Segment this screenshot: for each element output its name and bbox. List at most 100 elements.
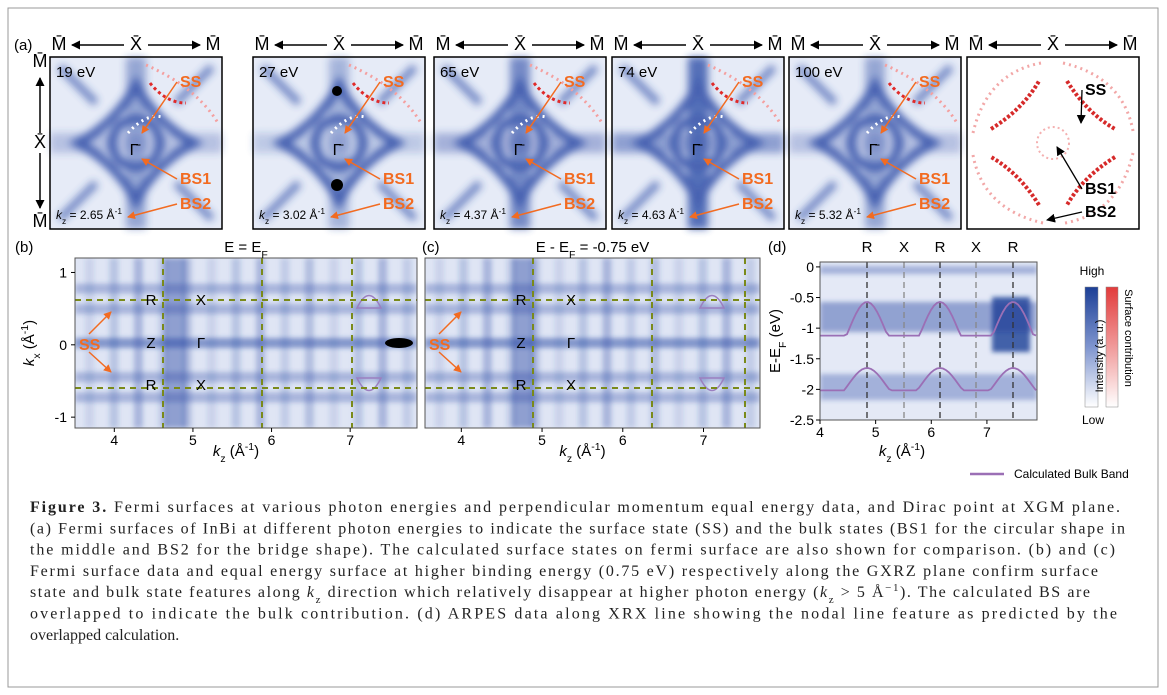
map-border — [433, 56, 607, 230]
y-tick-label: 0 — [806, 259, 814, 275]
point-label: X — [196, 292, 206, 309]
kz-label-part: = 4.63 Å — [628, 207, 676, 222]
point-label: R — [516, 292, 527, 309]
colorbar-surface — [1105, 286, 1119, 408]
y-axis-label-part: x — [31, 353, 43, 359]
kz-label-part: = 5.32 Å — [805, 207, 853, 222]
photon-energy: 100 eV — [795, 64, 843, 81]
band-v — [133, 258, 143, 428]
x-axis-label: kz (Å-1) — [559, 441, 605, 465]
bulk-calc — [355, 294, 383, 392]
band-bridge — [441, 64, 599, 222]
caption-text: overlapped calculation. — [30, 627, 179, 644]
y-axis-label: kx (Å-1) — [19, 320, 43, 366]
axis-label: M̄ — [614, 34, 629, 54]
x-tick-label: 4 — [816, 424, 824, 440]
caption-line: (a) Fermi surfaces of InBi at different … — [30, 520, 1125, 537]
x-tick-label: 6 — [268, 432, 276, 448]
annotation-arrow — [330, 203, 381, 220]
annotation: BS2 — [919, 196, 950, 213]
annotation-arrow — [525, 158, 562, 180]
band-v — [231, 258, 241, 428]
band-v — [158, 258, 168, 428]
band-diamond — [452, 75, 588, 211]
band-h — [75, 392, 417, 403]
band-h — [820, 374, 1037, 400]
band-h — [425, 304, 760, 314]
colorbar-intensity — [1084, 286, 1099, 408]
annotation: BS2 — [383, 196, 414, 213]
kz-label: kz = 4.37 Å-1 — [440, 206, 506, 226]
panel-title-part: F — [261, 249, 267, 261]
map-border — [49, 56, 223, 230]
axis-label: M̄ — [206, 34, 221, 54]
point-label: X — [566, 292, 576, 309]
point-label: R — [146, 292, 157, 309]
caption-text: Fermi surface data and equal energy surf… — [30, 563, 1098, 580]
arpes-map — [75, 258, 417, 428]
y-axis-label-part: k — [21, 357, 38, 366]
x-axis-label-part: z — [220, 453, 225, 465]
band-bridge — [796, 64, 954, 222]
bs-calc — [329, 114, 366, 135]
x-tick-label: 5 — [538, 432, 546, 448]
band-v — [578, 258, 588, 428]
band-v — [378, 258, 388, 428]
x-axis-label-part: ) — [920, 443, 925, 460]
ss-calc — [971, 61, 1042, 134]
annotation-arrow — [880, 81, 917, 134]
annotation-arrow — [525, 81, 562, 134]
panel-title: E - EF = -0.75 eV — [536, 239, 650, 261]
annotation-arrow — [141, 158, 178, 180]
annotation: BS1 — [1085, 181, 1116, 198]
annotation: BS2 — [564, 196, 595, 213]
band-v — [207, 258, 217, 428]
ss-calc — [971, 154, 1044, 225]
axis-label: X̄ — [130, 34, 142, 54]
band-h — [75, 372, 417, 382]
band-v — [626, 258, 636, 428]
annotation-arrow — [141, 81, 178, 134]
band-bridge — [57, 64, 215, 222]
bs-calc — [1036, 126, 1070, 160]
panel-title-part: F — [569, 249, 575, 261]
annotation: BS1 — [919, 171, 950, 188]
fermi-map — [612, 57, 784, 229]
axis-label: M̄ — [409, 34, 424, 54]
axis-label: M̄ — [436, 34, 451, 54]
kz-label: kz = 4.63 Å-1 — [618, 206, 684, 226]
x-axis-label-part: (Å — [226, 443, 245, 460]
point-label: X — [196, 377, 206, 394]
arpes-blur — [75, 258, 417, 428]
map-border — [74, 257, 418, 429]
x-tick-label: 4 — [110, 432, 118, 448]
ss-calc — [1062, 61, 1135, 132]
axis-label: M̄ — [969, 34, 984, 54]
kz-label-part: z — [446, 216, 450, 226]
x-tick-label: 4 — [457, 432, 465, 448]
band-v — [530, 258, 540, 428]
annotation-arrow — [127, 203, 178, 220]
axis-label: X̄ — [869, 34, 881, 54]
point-label: Γ — [567, 335, 575, 352]
x-axis-label: kz (Å-1) — [213, 441, 259, 465]
band-v — [109, 258, 119, 428]
x-tick-label: 6 — [927, 424, 935, 440]
ss-calc — [707, 63, 782, 124]
annotation-arrow — [344, 158, 381, 180]
x-axis-label-part: z — [886, 453, 891, 465]
band-v — [163, 258, 186, 428]
kz-label-part: = 3.02 Å — [269, 207, 317, 222]
kz-label-part: -1 — [499, 206, 507, 216]
annotation-arrow — [88, 351, 112, 373]
caption-line: overlapped to indicate the bulk contribu… — [30, 606, 1117, 623]
y-tick-label: 0 — [59, 337, 67, 353]
caption-label: Figure 3. — [30, 499, 106, 516]
ss-calc — [529, 63, 604, 124]
annotation: SS — [742, 74, 764, 91]
band-v — [304, 258, 314, 428]
caption-text: the middle and BS2 for the bridge shape)… — [30, 542, 1115, 559]
ss-calc — [1064, 152, 1135, 225]
x-axis-label-part: -1 — [245, 441, 254, 453]
axis-label: M̄ — [255, 34, 270, 54]
